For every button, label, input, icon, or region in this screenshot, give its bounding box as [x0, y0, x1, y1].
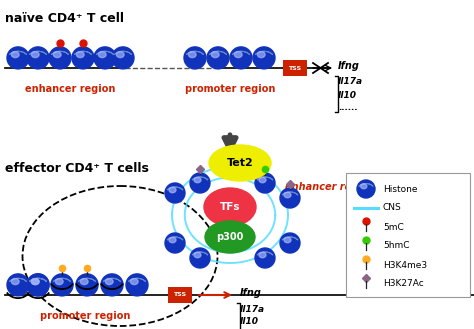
- Ellipse shape: [284, 192, 291, 198]
- Circle shape: [76, 274, 98, 296]
- Ellipse shape: [211, 52, 219, 58]
- Circle shape: [165, 183, 185, 203]
- Ellipse shape: [259, 252, 266, 258]
- Text: TSS: TSS: [173, 292, 187, 297]
- Ellipse shape: [257, 52, 265, 58]
- Text: Il10: Il10: [338, 90, 357, 99]
- Ellipse shape: [99, 52, 106, 58]
- Text: TFs: TFs: [220, 202, 240, 212]
- Text: Il17a: Il17a: [240, 305, 265, 314]
- FancyBboxPatch shape: [283, 60, 307, 76]
- Ellipse shape: [194, 252, 201, 258]
- Circle shape: [255, 248, 275, 268]
- Circle shape: [72, 47, 94, 69]
- Ellipse shape: [209, 145, 271, 181]
- Ellipse shape: [31, 279, 39, 285]
- Ellipse shape: [438, 279, 446, 285]
- Ellipse shape: [130, 279, 138, 285]
- Circle shape: [49, 47, 71, 69]
- Text: CNS: CNS: [383, 204, 402, 213]
- Circle shape: [27, 47, 49, 69]
- Circle shape: [184, 47, 206, 69]
- Ellipse shape: [361, 184, 367, 189]
- Text: promoter region: promoter region: [185, 84, 275, 94]
- Ellipse shape: [81, 279, 88, 285]
- Ellipse shape: [169, 237, 176, 243]
- Ellipse shape: [259, 177, 266, 183]
- Circle shape: [165, 233, 185, 253]
- Ellipse shape: [188, 52, 196, 58]
- Circle shape: [374, 274, 396, 296]
- Text: Il10: Il10: [240, 317, 259, 326]
- Ellipse shape: [409, 279, 416, 285]
- Text: Histone: Histone: [383, 185, 418, 193]
- Text: H3K27Ac: H3K27Ac: [383, 280, 424, 289]
- Circle shape: [280, 188, 300, 208]
- Text: naïve CD4⁺ T cell: naïve CD4⁺ T cell: [5, 12, 124, 25]
- Ellipse shape: [194, 177, 201, 183]
- Ellipse shape: [76, 52, 84, 58]
- Circle shape: [404, 274, 426, 296]
- Text: p300: p300: [216, 232, 244, 242]
- Circle shape: [94, 47, 116, 69]
- Circle shape: [7, 274, 29, 296]
- Circle shape: [27, 274, 49, 296]
- Ellipse shape: [31, 279, 39, 285]
- Text: Ifng: Ifng: [240, 288, 262, 298]
- Ellipse shape: [204, 188, 256, 226]
- Text: 5hmC: 5hmC: [383, 241, 410, 250]
- Text: ......: ......: [338, 104, 357, 113]
- Ellipse shape: [205, 221, 255, 253]
- Text: Tet2: Tet2: [227, 158, 254, 168]
- Ellipse shape: [11, 52, 19, 58]
- Circle shape: [434, 274, 456, 296]
- Ellipse shape: [55, 279, 63, 285]
- Text: TSS: TSS: [289, 65, 301, 70]
- Ellipse shape: [284, 237, 291, 243]
- Circle shape: [255, 173, 275, 193]
- Ellipse shape: [54, 52, 61, 58]
- Ellipse shape: [11, 279, 19, 285]
- Text: enhancer region: enhancer region: [285, 182, 375, 192]
- Circle shape: [112, 47, 134, 69]
- Circle shape: [230, 47, 252, 69]
- Circle shape: [27, 274, 49, 296]
- Text: 5mC: 5mC: [383, 222, 404, 232]
- Text: enhancer region: enhancer region: [25, 84, 115, 94]
- FancyBboxPatch shape: [168, 287, 192, 303]
- Ellipse shape: [105, 279, 113, 285]
- Circle shape: [101, 274, 123, 296]
- Text: promoter region: promoter region: [40, 311, 130, 321]
- Circle shape: [349, 274, 371, 296]
- Circle shape: [190, 173, 210, 193]
- Circle shape: [126, 274, 148, 296]
- Ellipse shape: [235, 52, 242, 58]
- Text: Ifng: Ifng: [338, 61, 360, 71]
- Circle shape: [7, 47, 29, 69]
- Ellipse shape: [378, 279, 386, 285]
- Circle shape: [207, 47, 229, 69]
- Text: Il17a: Il17a: [338, 78, 363, 87]
- Ellipse shape: [354, 279, 361, 285]
- FancyBboxPatch shape: [346, 173, 470, 297]
- Ellipse shape: [117, 52, 124, 58]
- Circle shape: [280, 233, 300, 253]
- Text: H3K4me3: H3K4me3: [383, 261, 427, 269]
- Circle shape: [357, 180, 375, 198]
- Ellipse shape: [31, 52, 39, 58]
- Circle shape: [51, 274, 73, 296]
- Circle shape: [190, 248, 210, 268]
- Circle shape: [253, 47, 275, 69]
- Ellipse shape: [169, 187, 176, 193]
- Text: effector CD4⁺ T cells: effector CD4⁺ T cells: [5, 162, 149, 175]
